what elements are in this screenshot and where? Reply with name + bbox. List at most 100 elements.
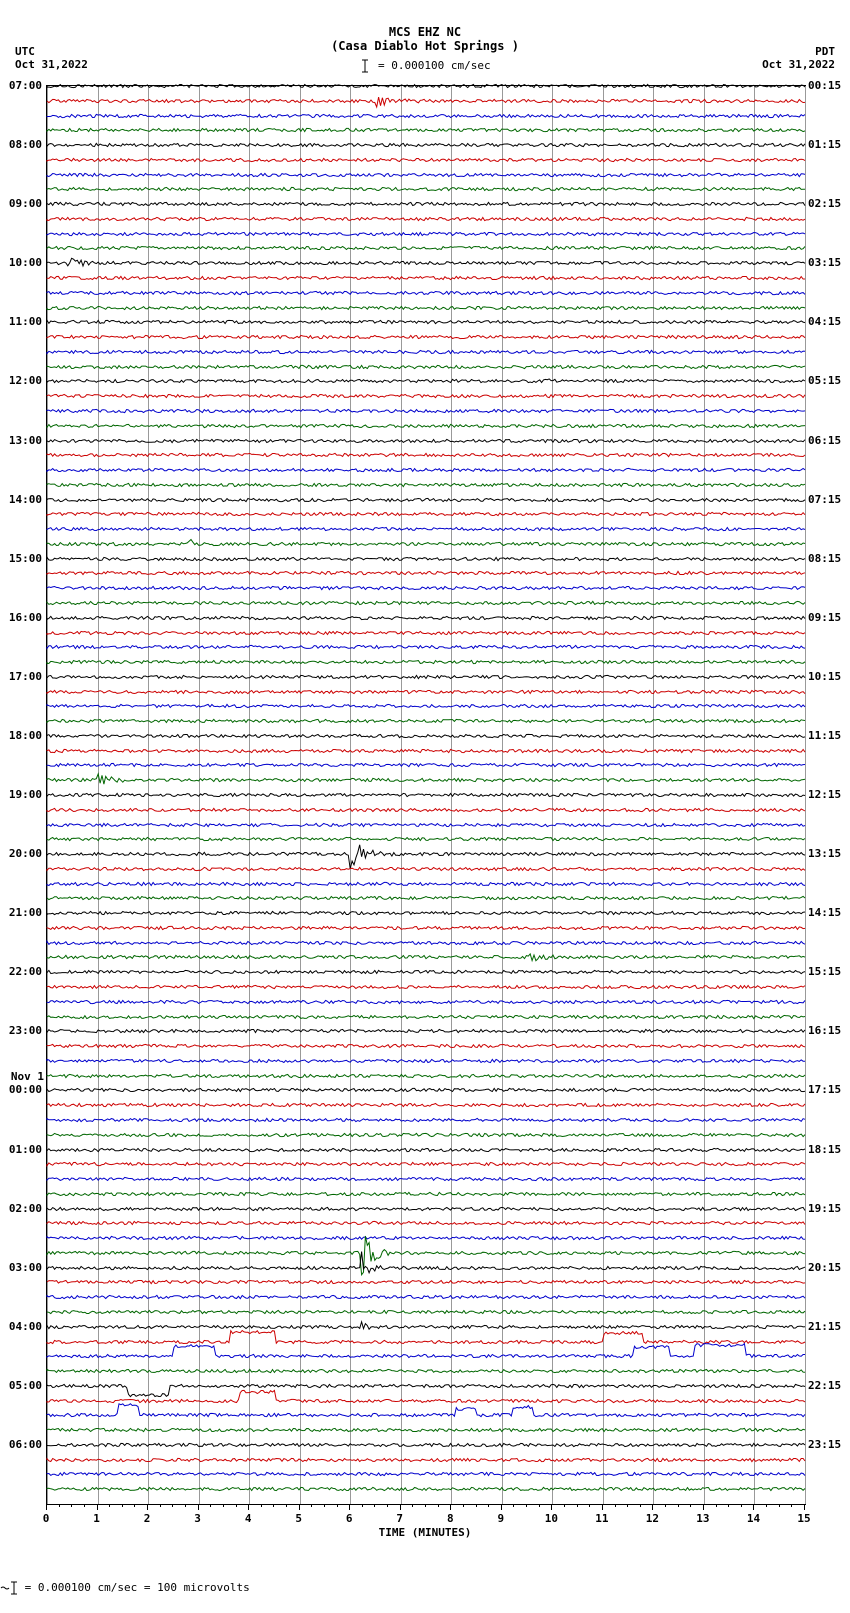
x-tick-minor [741, 1504, 742, 1507]
x-tick-minor [134, 1504, 135, 1507]
x-tick-minor [223, 1504, 224, 1507]
header: MCS EHZ NC (Casa Diablo Hot Springs ) = … [0, 25, 850, 73]
seismic-trace [47, 94, 805, 108]
x-tick-minor [463, 1504, 464, 1507]
seismic-trace [47, 1364, 805, 1378]
seismic-trace [47, 965, 805, 979]
x-tick [400, 1504, 401, 1510]
seismic-trace [47, 891, 805, 905]
seismic-trace [47, 79, 805, 93]
x-tick-minor [766, 1504, 767, 1507]
local-time-label: 08:15 [808, 552, 848, 565]
local-time-label: 04:15 [808, 315, 848, 328]
utc-time-label: 03:00 [2, 1261, 42, 1274]
x-tick [602, 1504, 603, 1510]
x-tick-minor [716, 1504, 717, 1507]
seismic-trace [47, 566, 805, 580]
local-time-label: 18:15 [808, 1143, 848, 1156]
timezone-left: UTC [15, 45, 35, 58]
seismic-trace [47, 1290, 805, 1304]
x-tick [804, 1504, 805, 1510]
seismic-trace [47, 995, 805, 1009]
x-tick-minor [374, 1504, 375, 1507]
x-tick-minor [678, 1504, 679, 1507]
x-tick-minor [261, 1504, 262, 1507]
utc-time-label: 00:00 [2, 1083, 42, 1096]
seismic-trace [47, 404, 805, 418]
local-time-label: 07:15 [808, 493, 848, 506]
seismic-trace [47, 1246, 805, 1260]
x-tick-label: 9 [497, 1512, 504, 1525]
x-tick-label: 6 [346, 1512, 353, 1525]
seismic-trace [47, 138, 805, 152]
x-tick [551, 1504, 552, 1510]
date-right: Oct 31,2022 [762, 58, 835, 71]
seismic-trace [47, 1128, 805, 1142]
seismic-trace [47, 685, 805, 699]
x-tick-minor [690, 1504, 691, 1507]
seismic-trace [47, 123, 805, 137]
utc-time-label: 20:00 [2, 847, 42, 860]
x-tick-minor [59, 1504, 60, 1507]
local-time-label: 20:15 [808, 1261, 848, 1274]
seismic-trace [47, 448, 805, 462]
seismic-trace [47, 286, 805, 300]
utc-time-label: 12:00 [2, 374, 42, 387]
local-time-label: 12:15 [808, 788, 848, 801]
x-tick-minor [109, 1504, 110, 1507]
local-time-label: 15:15 [808, 965, 848, 978]
x-tick-label: 13 [696, 1512, 709, 1525]
x-tick-minor [488, 1504, 489, 1507]
utc-time-label: 19:00 [2, 788, 42, 801]
date-left: Oct 31,2022 [15, 58, 88, 71]
x-tick [97, 1504, 98, 1510]
x-tick-label: 4 [245, 1512, 252, 1525]
seismic-trace [47, 1349, 805, 1363]
seismic-trace [47, 655, 805, 669]
local-time-label: 06:15 [808, 434, 848, 447]
seismic-trace [47, 345, 805, 359]
utc-time-label: 23:00 [2, 1024, 42, 1037]
seismic-trace [47, 1467, 805, 1481]
seismic-trace [47, 1394, 805, 1408]
local-time-label: 09:15 [808, 611, 848, 624]
x-tick-minor [564, 1504, 565, 1507]
seismic-trace [47, 1453, 805, 1467]
seismic-trace [47, 818, 805, 832]
utc-time-label: 13:00 [2, 434, 42, 447]
x-tick-minor [172, 1504, 173, 1507]
x-tick-minor [640, 1504, 641, 1507]
seismogram-container: MCS EHZ NC (Casa Diablo Hot Springs ) = … [0, 0, 850, 1613]
seismic-trace [47, 640, 805, 654]
seismic-trace [47, 1320, 805, 1334]
utc-time-label: 08:00 [2, 138, 42, 151]
x-tick-minor [160, 1504, 161, 1507]
x-tick-minor [791, 1504, 792, 1507]
seismic-trace [47, 1216, 805, 1230]
x-tick-minor [387, 1504, 388, 1507]
utc-time-label: 11:00 [2, 315, 42, 328]
seismic-trace [47, 921, 805, 935]
seismic-trace [47, 1379, 805, 1393]
location-name: (Casa Diablo Hot Springs ) [0, 39, 850, 53]
seismic-trace [47, 950, 805, 964]
seismic-trace [47, 315, 805, 329]
x-tick [703, 1504, 704, 1510]
local-time-label: 01:15 [808, 138, 848, 151]
utc-time-label: 09:00 [2, 197, 42, 210]
local-time-label: 00:15 [808, 79, 848, 92]
seismic-trace [47, 537, 805, 551]
seismic-trace [47, 1069, 805, 1083]
x-tick-minor [779, 1504, 780, 1507]
seismic-trace [47, 980, 805, 994]
x-tick [450, 1504, 451, 1510]
seismic-trace [47, 581, 805, 595]
local-time-label: 13:15 [808, 847, 848, 860]
x-tick-minor [438, 1504, 439, 1507]
seismic-trace [47, 832, 805, 846]
seismic-trace [47, 419, 805, 433]
x-tick-minor [728, 1504, 729, 1507]
x-tick-minor [337, 1504, 338, 1507]
seismic-trace [47, 803, 805, 817]
utc-time-label: 02:00 [2, 1202, 42, 1215]
